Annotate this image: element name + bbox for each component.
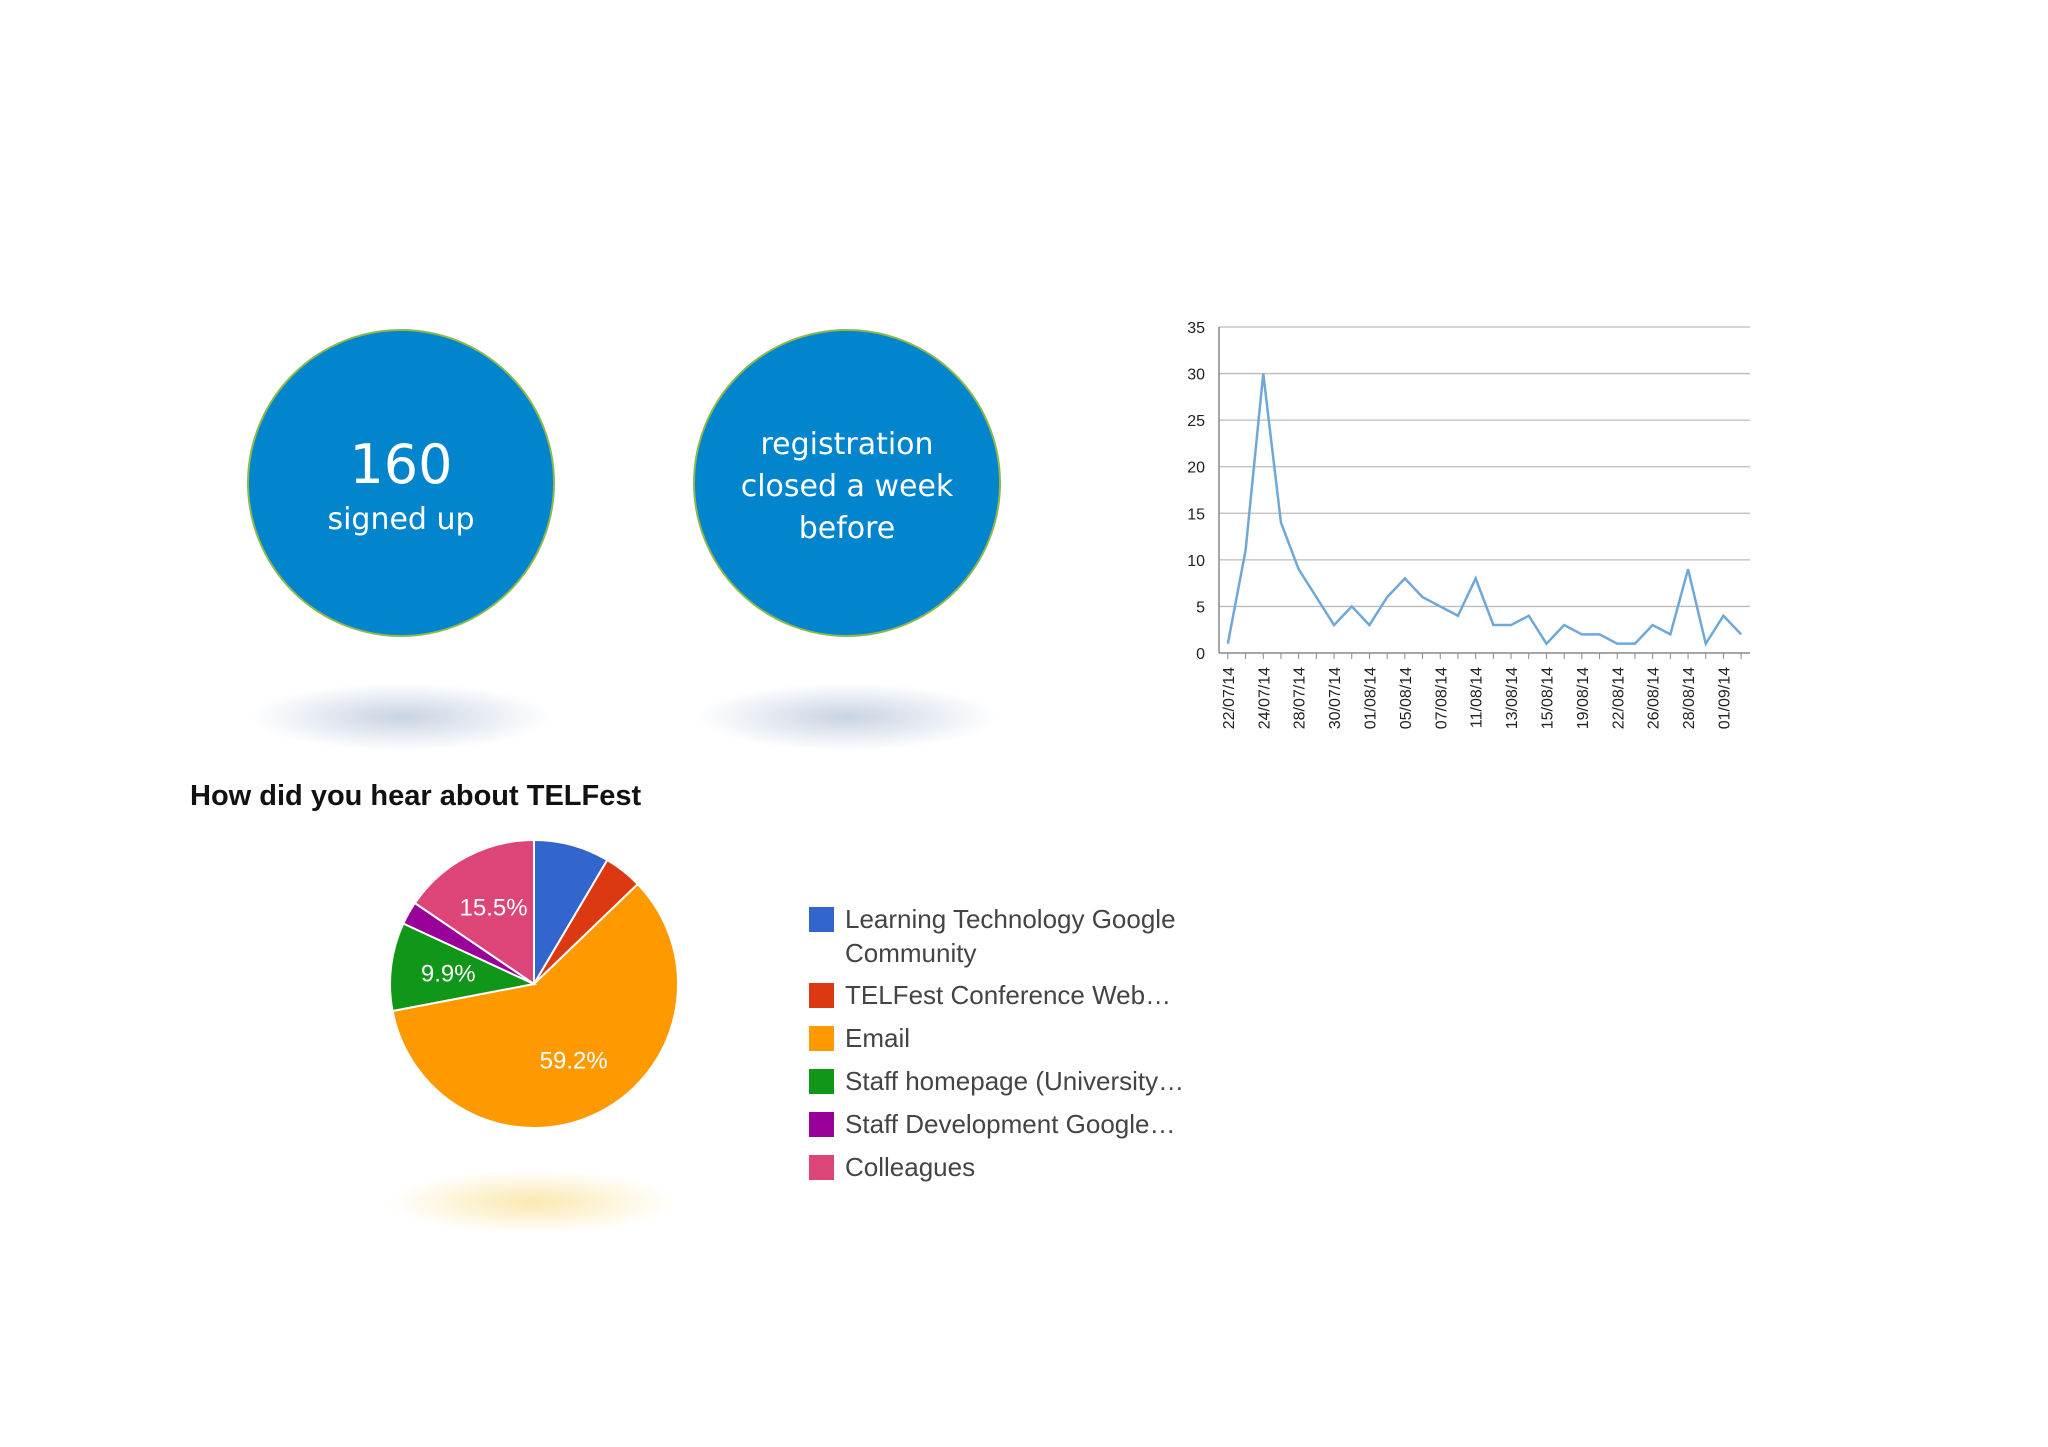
x-tick-label: 30/07/14 bbox=[1327, 667, 1344, 729]
slice-label: 15.5% bbox=[460, 895, 528, 922]
shadow bbox=[697, 683, 997, 751]
x-tick-label: 01/09/14 bbox=[1716, 667, 1733, 729]
x-tick-label: 01/08/14 bbox=[1362, 667, 1379, 729]
slice-label: 59.2% bbox=[540, 1048, 608, 1075]
pie-slice bbox=[391, 882, 679, 1129]
y-tick-label: 0 bbox=[1196, 646, 1205, 663]
x-tick-label: 11/08/14 bbox=[1469, 667, 1486, 728]
y-tick-label: 35 bbox=[1187, 320, 1205, 337]
legend-swatch bbox=[809, 1112, 834, 1137]
legend-label: Learning Technology Google Community bbox=[845, 904, 1176, 968]
circle-caption: registration closed a week before bbox=[740, 427, 954, 546]
y-tick-label: 20 bbox=[1187, 460, 1205, 477]
legend-swatch bbox=[809, 1069, 834, 1094]
x-tick-label: 24/07/14 bbox=[1256, 667, 1273, 729]
legend-label: Colleagues bbox=[845, 1152, 976, 1182]
pie-slice bbox=[389, 922, 538, 1013]
info-circle bbox=[247, 329, 555, 637]
legend-swatch bbox=[809, 983, 834, 1008]
chart-title: How did you hear about TELFest bbox=[190, 780, 641, 812]
x-tick-label: 28/07/14 bbox=[1292, 667, 1309, 729]
legend-swatch bbox=[809, 907, 834, 932]
x-tick-label: 22/07/14 bbox=[1221, 667, 1238, 729]
legend-label: TELFest Conference Web… bbox=[845, 980, 1172, 1010]
legend-label: Email bbox=[845, 1023, 911, 1053]
x-tick-label: 22/08/14 bbox=[1610, 667, 1627, 729]
shadow bbox=[387, 1170, 677, 1234]
legend-swatch bbox=[809, 1026, 834, 1051]
y-tick-label: 5 bbox=[1196, 599, 1205, 616]
y-tick-label: 15 bbox=[1187, 506, 1205, 523]
line-series bbox=[1226, 373, 1743, 647]
shadow bbox=[251, 683, 551, 751]
x-tick-label: 13/08/14 bbox=[1504, 667, 1521, 729]
x-tick-label: 07/08/14 bbox=[1433, 667, 1450, 729]
x-tick-label: 28/08/14 bbox=[1681, 667, 1698, 729]
y-tick-label: 30 bbox=[1187, 367, 1205, 384]
x-tick-label: 05/08/14 bbox=[1398, 667, 1415, 729]
x-tick-label: 19/08/14 bbox=[1575, 667, 1592, 729]
circle-number: 160 bbox=[349, 433, 453, 496]
circle-caption: signed up bbox=[327, 502, 475, 537]
slice-label: 9.9% bbox=[421, 960, 476, 987]
legend-label: Staff homepage (University… bbox=[845, 1066, 1185, 1096]
legend-swatch bbox=[809, 1155, 834, 1180]
legend-label: Staff Development Google… bbox=[845, 1109, 1176, 1139]
x-tick-label: 26/08/14 bbox=[1646, 667, 1663, 729]
y-tick-label: 10 bbox=[1187, 553, 1205, 570]
x-tick-label: 15/08/14 bbox=[1539, 667, 1556, 729]
y-tick-label: 25 bbox=[1187, 413, 1205, 430]
info-circle bbox=[693, 329, 1001, 637]
pie-slice bbox=[413, 838, 535, 986]
